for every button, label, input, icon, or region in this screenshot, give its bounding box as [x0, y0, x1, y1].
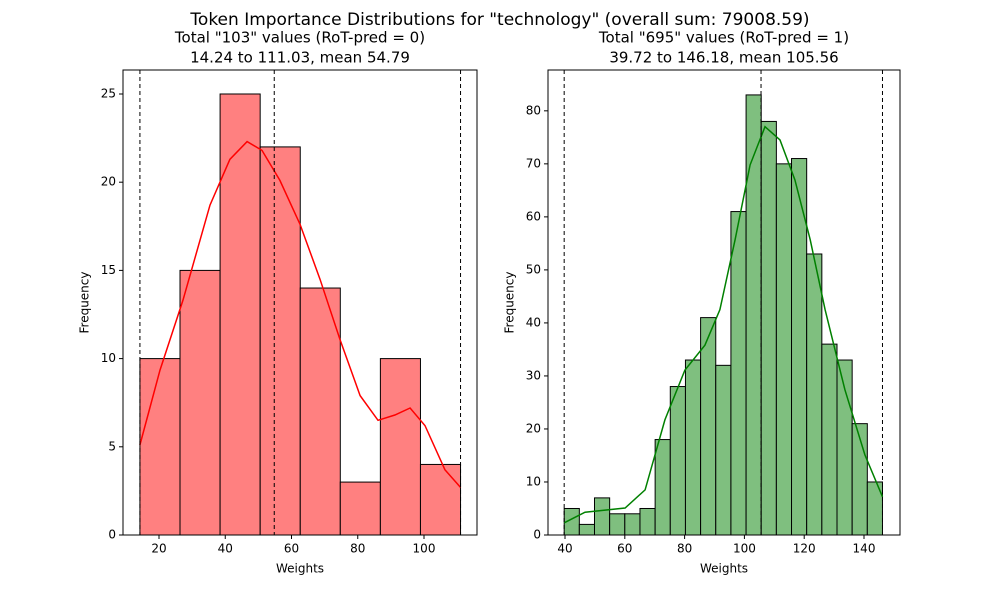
y-tick-label: 25 — [101, 86, 116, 100]
y-tick-label: 5 — [108, 439, 116, 453]
bar — [179, 269, 221, 536]
chart-title: Total "103" values (RoT-pred = 0) — [174, 29, 425, 47]
bar — [593, 497, 611, 536]
y-tick-label: 20 — [101, 175, 116, 189]
y-tick-label: 10 — [101, 351, 116, 365]
chart-title: Total "695" values (RoT-pred = 1) — [598, 29, 849, 47]
bar — [775, 163, 793, 536]
kde-line — [563, 125, 884, 524]
x-tick-label: 60 — [284, 542, 299, 556]
y-tick-label: 15 — [101, 263, 116, 277]
y-tick-label: 50 — [526, 262, 541, 276]
chart-subtitle: 14.24 to 111.03, mean 54.79 — [190, 49, 410, 67]
bar — [745, 94, 762, 536]
bar — [639, 507, 656, 536]
bar — [806, 253, 823, 536]
axes-frame — [547, 69, 901, 536]
x-tick-label: 100 — [413, 542, 436, 556]
x-tick-label: 20 — [151, 542, 166, 556]
y-tick-label: 30 — [526, 368, 541, 382]
bar — [654, 439, 671, 536]
bar — [609, 513, 626, 536]
x-tick-label: 60 — [617, 542, 632, 556]
bar — [379, 358, 421, 536]
bar — [259, 146, 301, 536]
bar — [821, 343, 838, 536]
y-tick-label: 0 — [108, 528, 116, 542]
x-tick-label: 80 — [350, 542, 365, 556]
y-tick-label: 20 — [526, 421, 541, 435]
x-tick-label: 80 — [677, 542, 692, 556]
y-axis-label: Frequency — [503, 272, 517, 334]
bar — [578, 523, 595, 536]
axes-frame — [122, 69, 478, 536]
x-tick-label: 40 — [218, 542, 233, 556]
bar — [760, 120, 777, 536]
y-tick-label: 70 — [526, 156, 541, 170]
y-tick-label: 60 — [526, 209, 541, 223]
x-tick-label: 40 — [557, 542, 572, 556]
kde-line — [139, 140, 462, 488]
bar — [730, 211, 747, 536]
bar — [299, 287, 341, 536]
x-axis-label: Weights — [276, 562, 324, 576]
bar — [684, 359, 702, 536]
y-tick-label: 40 — [526, 315, 541, 329]
y-tick-label: 80 — [526, 103, 541, 117]
bar — [669, 386, 686, 536]
bar — [624, 513, 641, 536]
bar — [419, 463, 462, 536]
x-tick-label: 140 — [853, 542, 876, 556]
x-tick-label: 120 — [793, 542, 816, 556]
bar — [219, 93, 261, 536]
chart-subtitle: 39.72 to 146.18, mean 105.56 — [609, 49, 838, 67]
bar — [139, 358, 181, 536]
bar — [715, 364, 732, 536]
y-axis-label: Frequency — [78, 272, 92, 334]
bar — [339, 481, 381, 536]
y-tick-label: 10 — [526, 474, 541, 488]
x-tick-label: 100 — [733, 542, 756, 556]
bar — [700, 317, 717, 536]
y-tick-label: 0 — [533, 528, 541, 542]
figure-title: Token Importance Distributions for "tech… — [189, 10, 809, 30]
x-axis-label: Weights — [700, 562, 748, 576]
